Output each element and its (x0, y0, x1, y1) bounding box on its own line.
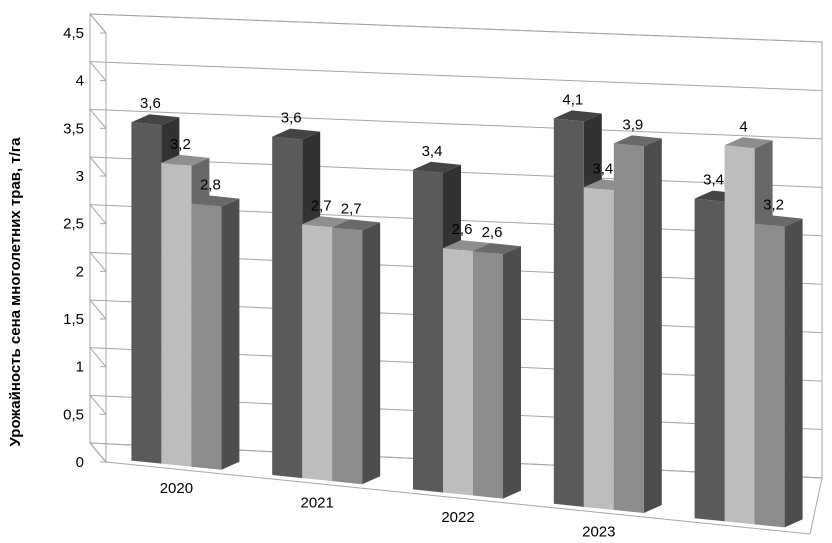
x-category-label: 2022 (441, 509, 474, 526)
y-tick-label: 4,5 (63, 25, 84, 42)
side-wall (89, 12, 107, 464)
gridline (89, 61, 823, 91)
bar-top (332, 219, 381, 231)
y-tick-label: 2,5 (63, 216, 84, 233)
data-label: 3,2 (170, 136, 191, 153)
x-category-label: 2020 (160, 480, 193, 497)
bar-front (413, 169, 443, 493)
bar-top (443, 240, 491, 252)
y-tick-label: 0 (76, 454, 84, 471)
x-category-label: 2023 (582, 523, 615, 540)
bar-front (332, 227, 363, 485)
gridline-side (89, 442, 107, 463)
gridline-side (89, 13, 107, 34)
gridline-side (89, 252, 107, 272)
bar-front (443, 248, 473, 496)
y-tick-label: 4 (76, 73, 84, 90)
bar-side (362, 222, 381, 485)
gridline-side (89, 395, 107, 415)
data-label: 3,6 (140, 95, 161, 112)
bar-top (302, 216, 351, 228)
bar-top (161, 154, 210, 166)
bars (131, 110, 803, 528)
bar-front (694, 198, 725, 522)
y-tick-label: 3,5 (63, 120, 84, 137)
data-label: 3,9 (622, 116, 643, 133)
data-label: 3,4 (592, 160, 613, 177)
gridline-side (89, 299, 107, 320)
gridline-side (89, 204, 107, 224)
bar-front (613, 143, 644, 514)
bar-top (191, 195, 240, 207)
bar-side (221, 198, 240, 470)
y-axis-ticks: 0 0,5 1 1,5 2 2,5 3 3,5 4 4,5 (63, 25, 84, 471)
gridline-side (89, 156, 107, 177)
bar (191, 195, 240, 470)
bar-top (553, 110, 602, 122)
bar-side (643, 138, 662, 514)
data-label: 3,4 (422, 143, 443, 160)
y-axis-title: Урожайность сена многолетних трав, т/га (7, 137, 24, 447)
bar-side (503, 246, 521, 499)
gridline-side (89, 347, 107, 367)
data-label: 2,6 (452, 221, 473, 238)
y-tick-label: 2 (76, 263, 84, 280)
bar-top (724, 137, 773, 149)
y-tick-label: 1 (76, 359, 84, 376)
gridline (89, 13, 823, 43)
gridline (89, 108, 823, 140)
bar-front (754, 223, 785, 528)
bar (613, 135, 662, 514)
bar-top (473, 243, 521, 255)
bar-front (191, 203, 222, 470)
data-label: 3,2 (763, 197, 784, 214)
bar-top (413, 161, 461, 173)
bar-front (272, 136, 303, 479)
y-tick-label: 0,5 (63, 406, 84, 423)
data-label: 2,6 (482, 224, 503, 241)
bar-top (131, 114, 180, 126)
data-labels: 3,6 3,2 2,8 3,6 2,7 2,7 3,4 2,6 2,6 4,1 3,4 3,9 3,4 4… (140, 91, 784, 241)
bar-front (473, 251, 503, 499)
y-tick-label: 3 (76, 168, 84, 185)
y-tick-label: 1,5 (63, 311, 84, 328)
data-label: 3,6 (281, 110, 302, 127)
bar-front (553, 118, 584, 507)
x-axis-categories: 2020 2021 2022 2023 (160, 480, 616, 540)
bar-front (302, 224, 333, 482)
data-label: 2,7 (341, 200, 362, 217)
data-label: 4 (739, 118, 747, 135)
bar-front (131, 122, 162, 464)
data-label: 3,4 (703, 172, 724, 189)
bar-front (724, 145, 755, 525)
bar-side (784, 218, 803, 528)
data-label: 2,7 (311, 197, 332, 214)
bar-top (272, 128, 321, 140)
data-label: 4,1 (562, 91, 583, 108)
x-category-label: 2021 (301, 495, 334, 512)
bar (754, 215, 803, 528)
data-label: 2,8 (200, 177, 221, 194)
bar (332, 219, 381, 485)
gridline-side (89, 61, 107, 81)
bar-top (754, 215, 803, 227)
gridline-side (89, 109, 107, 129)
bar-front (583, 187, 614, 510)
bar-front (161, 162, 192, 467)
bar-top (613, 135, 662, 147)
bar (473, 243, 521, 499)
